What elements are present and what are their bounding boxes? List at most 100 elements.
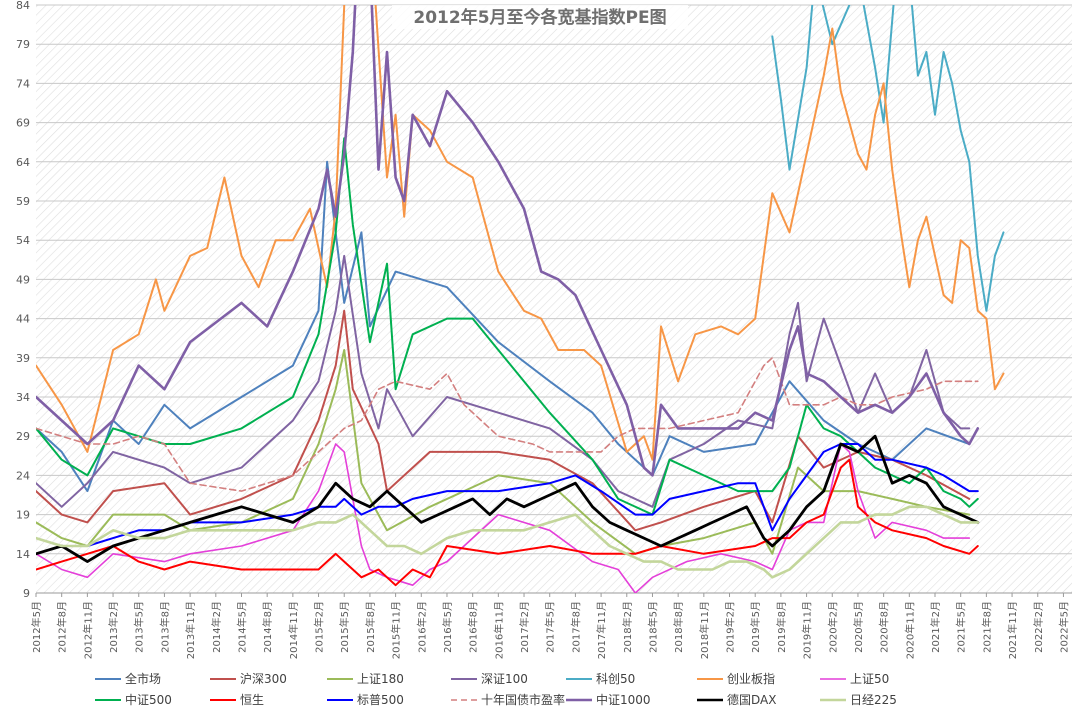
x-tick-label-37: 2021年8月 bbox=[980, 601, 993, 653]
legend-label-8: 恒生 bbox=[240, 693, 264, 707]
legend-label-5: 创业板指 bbox=[727, 671, 775, 686]
series-lines bbox=[36, 5, 1005, 593]
legend-item-5: 创业板指 bbox=[697, 671, 775, 686]
x-tick-label-27: 2019年2月 bbox=[724, 601, 737, 653]
legend-item-6: 上证50 bbox=[820, 672, 889, 686]
series-line-5 bbox=[36, 5, 1005, 461]
legend-item-3: 深证100 bbox=[451, 672, 528, 686]
legend-item-7: 中证500 bbox=[95, 692, 172, 707]
legend-label-12: 德国DAX bbox=[727, 692, 776, 707]
x-tick-label-21: 2017年8月 bbox=[569, 601, 582, 653]
x-tick-label-26: 2018年11月 bbox=[698, 601, 711, 659]
x-tick-label-35: 2021年2月 bbox=[929, 601, 942, 653]
x-tick-label-0: 2012年5月 bbox=[30, 601, 43, 653]
series-line-9 bbox=[36, 443, 979, 555]
legend-label-3: 深证100 bbox=[481, 672, 528, 686]
x-tick-label-1: 2012年8月 bbox=[56, 601, 69, 653]
x-tick-label-16: 2016年5月 bbox=[441, 601, 454, 653]
legend-item-9: 标普500 bbox=[327, 693, 404, 707]
x-tick-label-28: 2019年5月 bbox=[749, 601, 762, 653]
x-tick-label-12: 2015年5月 bbox=[338, 601, 351, 653]
x-tick-label-10: 2014年11月 bbox=[287, 601, 300, 659]
y-tick-label-15: 84 bbox=[16, 0, 30, 12]
y-tick-label-8: 49 bbox=[16, 273, 30, 286]
x-tick-label-23: 2018年2月 bbox=[621, 601, 634, 653]
y-tick-label-9: 54 bbox=[16, 234, 30, 247]
series-line-12 bbox=[36, 434, 980, 563]
x-tick-label-20: 2017年5月 bbox=[544, 601, 557, 653]
series-line-1 bbox=[36, 309, 971, 532]
x-tick-label-36: 2021年5月 bbox=[955, 601, 968, 653]
x-tick-label-4: 2013年5月 bbox=[133, 601, 146, 653]
x-tick-label-9: 2014年8月 bbox=[261, 601, 274, 653]
series-line-7 bbox=[36, 137, 979, 516]
legend-label-0: 全市场 bbox=[125, 671, 161, 686]
x-tick-label-2: 2012年11月 bbox=[81, 601, 94, 659]
x-tick-label-11: 2015年2月 bbox=[313, 601, 326, 653]
y-tick-label-12: 69 bbox=[16, 117, 30, 130]
y-tick-label-4: 29 bbox=[16, 430, 30, 443]
legend-label-11: 中证1000 bbox=[596, 692, 651, 707]
x-tick-label-34: 2020年11月 bbox=[903, 601, 916, 659]
x-tick-label-25: 2018年8月 bbox=[672, 601, 685, 653]
x-tick-label-14: 2015年11月 bbox=[390, 601, 403, 659]
x-tick-label-18: 2016年11月 bbox=[492, 601, 505, 659]
series-line-8 bbox=[36, 458, 979, 587]
series-line-6 bbox=[36, 443, 971, 593]
y-tick-label-10: 59 bbox=[16, 195, 30, 208]
legend: 全市场 沪深300 上证180 深证100 科创50 创业板指 上证50 中证500 恒生 标普5… bbox=[95, 671, 897, 707]
x-tick-label-3: 2013年2月 bbox=[107, 601, 120, 653]
x-tick-label-40: 2022年5月 bbox=[1057, 601, 1070, 653]
legend-label-2: 上证180 bbox=[357, 672, 404, 686]
x-tick-label-19: 2017年2月 bbox=[518, 601, 531, 653]
x-tick-label-38: 2021年11月 bbox=[1006, 601, 1019, 659]
legend-label-4: 科创50 bbox=[596, 672, 635, 686]
legend-item-13: 日经225 bbox=[820, 693, 897, 707]
y-tick-label-3: 24 bbox=[16, 469, 30, 482]
x-tick-label-8: 2014年5月 bbox=[235, 601, 248, 653]
x-tick-label-6: 2013年11月 bbox=[184, 601, 197, 659]
y-tick-label-2: 19 bbox=[16, 509, 30, 522]
legend-label-9: 标普500 bbox=[357, 693, 404, 707]
x-tick-label-7: 2014年2月 bbox=[210, 601, 223, 653]
x-tick-label-31: 2020年2月 bbox=[826, 601, 839, 653]
gridlines bbox=[36, 4, 1072, 594]
x-tick-label-15: 2016年2月 bbox=[415, 601, 428, 653]
legend-label-13: 日经225 bbox=[850, 693, 897, 707]
legend-item-2: 上证180 bbox=[327, 672, 404, 686]
x-tick-label-30: 2019年11月 bbox=[801, 601, 814, 659]
y-tick-label-14: 79 bbox=[16, 38, 30, 51]
x-tick-label-13: 2015年8月 bbox=[364, 601, 377, 653]
x-axis-ticks: 2012年5月 2012年8月 2012年11月 2013年2月 2013年5月 2013… bbox=[30, 593, 1070, 659]
legend-item-11: 中证1000 bbox=[566, 692, 651, 707]
x-tick-label-24: 2018年5月 bbox=[646, 601, 659, 653]
series-line-3 bbox=[36, 254, 971, 508]
y-tick-label-1: 14 bbox=[16, 548, 30, 561]
plot-background bbox=[36, 5, 1072, 593]
y-tick-label-11: 64 bbox=[16, 156, 30, 169]
x-tick-label-33: 2020年8月 bbox=[878, 601, 891, 653]
legend-item-12: 德国DAX bbox=[697, 692, 776, 707]
x-tick-label-17: 2016年8月 bbox=[467, 601, 480, 653]
legend-label-6: 上证50 bbox=[850, 672, 889, 686]
y-tick-label-5: 34 bbox=[16, 391, 30, 404]
title-background bbox=[392, 5, 688, 29]
series-line-10 bbox=[36, 356, 979, 492]
series-line-13 bbox=[36, 505, 980, 579]
x-tick-label-32: 2020年5月 bbox=[852, 601, 865, 653]
series-line-4 bbox=[771, 5, 1005, 312]
series-line-0 bbox=[36, 160, 971, 493]
x-tick-label-39: 2022年2月 bbox=[1032, 601, 1045, 653]
legend-item-8: 恒生 bbox=[210, 693, 264, 707]
y-tick-label-7: 44 bbox=[16, 313, 30, 326]
legend-item-1: 沪深300 bbox=[210, 672, 287, 686]
legend-label-1: 沪深300 bbox=[240, 672, 287, 686]
y-tick-label-0: 9 bbox=[23, 587, 30, 600]
y-tick-label-13: 74 bbox=[16, 77, 30, 90]
legend-label-10: 十年国债市盈率 bbox=[481, 692, 565, 707]
chart-title: 2012年5月至今各宽基指数PE图 bbox=[413, 7, 666, 28]
x-tick-label-5: 2013年8月 bbox=[158, 601, 171, 653]
y-tick-label-6: 39 bbox=[16, 352, 30, 365]
